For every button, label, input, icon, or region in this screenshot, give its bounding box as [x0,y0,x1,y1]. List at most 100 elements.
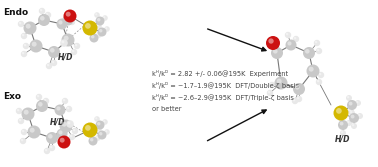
Circle shape [51,60,57,66]
Circle shape [22,130,24,132]
Circle shape [63,99,65,101]
Circle shape [103,16,105,18]
Circle shape [317,49,319,51]
Circle shape [62,40,64,43]
Circle shape [350,111,352,113]
Text: Exo: Exo [3,92,21,101]
Circle shape [91,35,94,38]
Circle shape [103,120,105,122]
Circle shape [38,14,50,26]
Circle shape [59,120,73,132]
Circle shape [58,20,62,25]
Circle shape [351,115,355,119]
Circle shape [307,64,319,77]
Circle shape [285,40,296,50]
Circle shape [274,76,288,90]
Circle shape [60,39,68,47]
Circle shape [95,135,101,141]
Circle shape [64,36,69,41]
Circle shape [271,47,283,59]
Circle shape [303,47,315,59]
Circle shape [104,26,110,32]
Circle shape [97,122,101,125]
Circle shape [273,49,277,54]
Circle shape [19,119,21,121]
Circle shape [96,126,102,132]
Circle shape [32,42,37,47]
Circle shape [349,102,353,106]
Circle shape [56,128,68,139]
Circle shape [37,95,39,97]
Circle shape [64,16,68,21]
Circle shape [19,22,21,24]
Circle shape [96,136,98,138]
Circle shape [292,98,298,104]
Text: kᴴ/kᴰ = ~1.7–1.9@195K  DFT/Double-ζ basis: kᴴ/kᴰ = ~1.7–1.9@195K DFT/Double-ζ basis [152,82,299,89]
Circle shape [62,34,74,46]
Circle shape [349,109,351,111]
Circle shape [266,36,280,50]
Circle shape [43,98,49,104]
Circle shape [95,117,97,119]
Circle shape [102,119,108,125]
Circle shape [347,100,357,110]
Circle shape [29,40,42,52]
Circle shape [96,121,104,129]
Circle shape [82,21,98,36]
Circle shape [338,116,340,118]
Circle shape [295,85,300,90]
Circle shape [102,15,108,21]
Circle shape [46,13,48,15]
Circle shape [62,98,68,104]
Circle shape [97,18,101,21]
Circle shape [21,33,27,39]
Circle shape [70,135,72,137]
Circle shape [89,30,91,32]
Circle shape [297,97,299,99]
Circle shape [97,127,99,129]
Circle shape [269,82,275,88]
Circle shape [95,13,97,15]
Circle shape [349,113,359,123]
Text: H/D: H/D [335,135,351,144]
Circle shape [38,102,43,107]
Circle shape [355,100,361,106]
Circle shape [268,91,270,93]
Circle shape [22,108,34,121]
Circle shape [16,108,22,114]
Circle shape [62,122,67,127]
Circle shape [105,130,107,132]
Circle shape [36,94,42,100]
Circle shape [18,118,24,124]
Circle shape [49,145,55,151]
Circle shape [316,48,322,54]
Circle shape [22,52,24,54]
Circle shape [36,100,48,112]
Circle shape [24,44,26,46]
Circle shape [75,44,77,46]
Circle shape [96,23,102,29]
Circle shape [268,38,274,44]
Circle shape [68,121,70,124]
Circle shape [56,19,68,30]
Circle shape [52,61,54,63]
Circle shape [309,67,314,72]
Circle shape [96,17,104,26]
Circle shape [351,123,357,129]
Circle shape [21,129,27,135]
Circle shape [346,95,352,101]
Circle shape [58,130,62,135]
Circle shape [21,51,27,57]
Circle shape [47,64,49,66]
Circle shape [62,15,73,26]
Circle shape [90,34,99,42]
Circle shape [46,132,58,144]
Circle shape [338,120,348,130]
Circle shape [50,146,52,148]
Circle shape [99,132,102,135]
Circle shape [64,10,76,23]
Circle shape [30,128,35,133]
Circle shape [97,33,99,35]
Circle shape [24,110,29,115]
Circle shape [26,24,31,29]
